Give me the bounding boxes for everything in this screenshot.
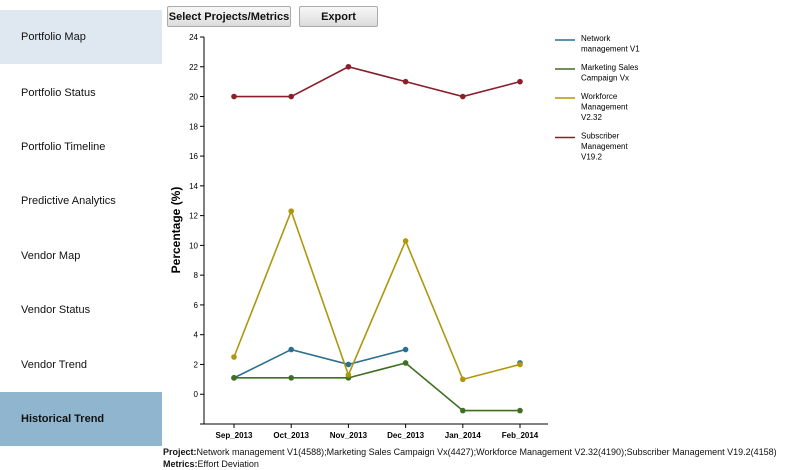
data-point bbox=[402, 238, 409, 244]
x-tick-label: Dec_2013 bbox=[387, 431, 424, 440]
sidebar-item-portfolio-timeline[interactable]: Portfolio Timeline bbox=[0, 120, 162, 174]
data-point bbox=[460, 93, 466, 100]
y-axis-label: Percentage (%) bbox=[169, 187, 183, 274]
export-button[interactable]: Export bbox=[299, 6, 378, 27]
chart-series bbox=[231, 63, 523, 414]
y-tick-label: 4 bbox=[194, 331, 199, 340]
data-point bbox=[402, 360, 409, 366]
legend-label: Workforce Management V2.32 bbox=[581, 92, 628, 122]
data-point bbox=[460, 407, 466, 414]
sidebar-item-vendor-status[interactable]: Vendor Status bbox=[0, 283, 162, 337]
data-point bbox=[231, 93, 237, 100]
sidebar-item-label: Vendor Trend bbox=[21, 359, 88, 371]
data-point bbox=[517, 361, 523, 368]
y-tick-label: 14 bbox=[189, 182, 198, 191]
sidebar-item-portfolio-map[interactable]: Portfolio Map bbox=[0, 10, 162, 64]
y-tick-label: 24 bbox=[189, 33, 198, 42]
data-point bbox=[402, 346, 409, 353]
chart-legend: Network management V1 Marketing Sales Campa… bbox=[555, 34, 640, 162]
sidebar-item-label: Historical Trend bbox=[21, 413, 105, 425]
data-point bbox=[517, 407, 523, 414]
y-tick-label: 18 bbox=[189, 122, 198, 131]
metrics-value: Effort Deviation bbox=[197, 459, 259, 469]
legend-label: Network management V1 bbox=[581, 34, 640, 54]
y-tick-label: 6 bbox=[194, 301, 199, 310]
footer-metrics-line: Metrics:Effort Deviation bbox=[163, 459, 259, 469]
data-point bbox=[288, 375, 294, 381]
sidebar-item-label: Portfolio Status bbox=[21, 87, 96, 99]
x-tick-label: Oct_2013 bbox=[273, 431, 309, 440]
y-tick-label: 20 bbox=[189, 93, 198, 102]
data-point bbox=[288, 208, 294, 214]
x-tick-label: Feb_2014 bbox=[502, 431, 539, 440]
sidebar-item-portfolio-status[interactable]: Portfolio Status bbox=[0, 66, 162, 120]
sidebar-item-predictive-analytics[interactable]: Predictive Analytics bbox=[0, 174, 162, 228]
y-tick-label: 0 bbox=[194, 390, 199, 399]
y-tick-label: 16 bbox=[189, 152, 198, 161]
sidebar-item-historical-trend[interactable]: Historical Trend bbox=[0, 392, 162, 446]
series-line bbox=[234, 362, 520, 412]
sidebar-item-label: Vendor Map bbox=[21, 250, 81, 262]
data-point bbox=[231, 375, 237, 381]
data-point bbox=[345, 63, 352, 70]
data-point bbox=[345, 372, 352, 378]
project-label: Project: bbox=[163, 447, 197, 457]
sidebar-item-label: Vendor Status bbox=[21, 304, 91, 316]
sidebar-item-label: Portfolio Timeline bbox=[21, 141, 106, 153]
metrics-label: Metrics: bbox=[163, 459, 198, 469]
data-point bbox=[402, 78, 409, 85]
sidebar-item-vendor-map[interactable]: Vendor Map bbox=[0, 229, 162, 283]
legend-label: Subscriber Management V19.2 bbox=[581, 132, 628, 162]
data-point bbox=[288, 93, 294, 100]
y-tick-label: 22 bbox=[189, 63, 198, 72]
project-value: Network management V1(4588);Marketing Sa… bbox=[196, 447, 777, 457]
footer-project-line: Project:Network management V1(4588);Mark… bbox=[163, 447, 777, 457]
x-tick-label: Sep_2013 bbox=[216, 431, 253, 440]
data-point bbox=[231, 354, 237, 360]
sidebar-item-label: Portfolio Map bbox=[21, 31, 86, 43]
x-tick-label: Nov_2013 bbox=[330, 431, 368, 440]
series-line bbox=[234, 350, 520, 378]
y-tick-label: 12 bbox=[189, 212, 198, 221]
data-point bbox=[517, 78, 523, 85]
y-tick-label: 8 bbox=[194, 271, 199, 280]
data-point bbox=[345, 361, 352, 368]
y-tick-label: 2 bbox=[194, 360, 199, 369]
data-point bbox=[460, 376, 466, 383]
series-line bbox=[233, 208, 521, 381]
legend-label: Marketing Sales Campaign Vx bbox=[581, 63, 638, 83]
series-line bbox=[234, 65, 521, 98]
sidebar-item-label: Predictive Analytics bbox=[21, 195, 116, 207]
select-projects-metrics-button[interactable]: Select Projects/Metrics bbox=[167, 6, 291, 27]
data-point bbox=[288, 346, 294, 353]
y-tick-label: 10 bbox=[189, 241, 198, 250]
x-tick-label: Jan_2014 bbox=[445, 431, 482, 440]
sidebar-nav: Portfolio Map Portfolio Status Portfolio… bbox=[0, 10, 162, 470]
sidebar-item-vendor-trend[interactable]: Vendor Trend bbox=[0, 338, 162, 392]
